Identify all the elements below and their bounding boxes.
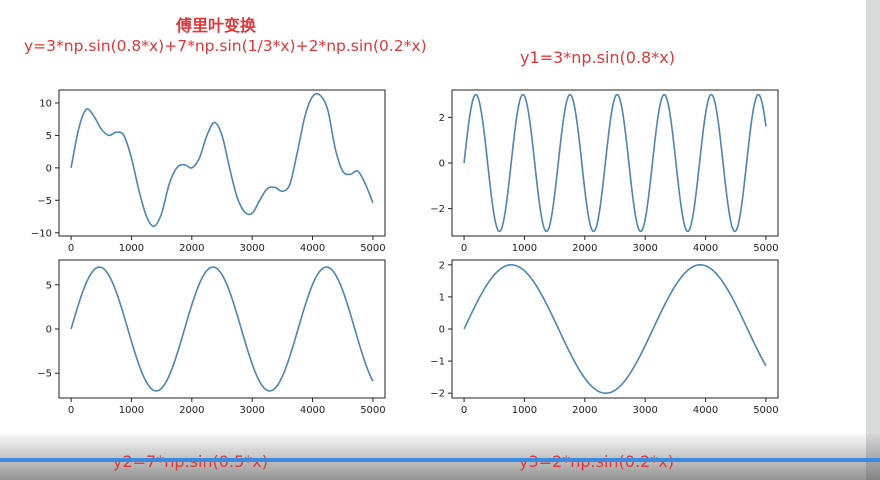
plot-frame [451, 259, 779, 399]
formula-y1-annotation: y1=3*np.sin(0.8*x) [520, 48, 675, 67]
x-tick-label: 2000 [179, 405, 204, 416]
y-tick-label: 0 [439, 325, 445, 336]
y-tick-label: −2 [430, 204, 445, 215]
y-tick-label: −1 [430, 357, 445, 368]
chart-panel-2: 0 1000 2000 3000 4000 5000 −2 0 2 [430, 89, 779, 254]
y-tick-label: −5 [37, 196, 52, 207]
x-tick-label: 1000 [512, 405, 537, 416]
x-tick-label: 4000 [300, 405, 325, 416]
x-tick-label: 2000 [179, 243, 204, 254]
x-tick-label: 5000 [753, 405, 778, 416]
series-line [463, 264, 767, 394]
y-tick-label: 5 [46, 280, 52, 291]
x-tick-label: 0 [461, 405, 467, 416]
x-tick-label: 5000 [753, 243, 778, 254]
x-tick-label: 1000 [119, 405, 144, 416]
video-controls-overlay [0, 434, 880, 480]
formula-main-annotation: y=3*np.sin(0.8*x)+7*np.sin(1/3*x)+2*np.s… [24, 37, 427, 55]
x-tick-label: 0 [68, 243, 74, 254]
y-tick-label: 0 [46, 325, 52, 336]
video-progress-bar[interactable] [0, 458, 880, 462]
x-tick-label: 0 [461, 243, 467, 254]
x-tick-label: 3000 [239, 405, 264, 416]
y-tick-label: 2 [439, 113, 445, 124]
series-line [70, 92, 374, 228]
y-tick-label: 0 [439, 159, 445, 170]
y-tick-label: 0 [46, 163, 52, 174]
series-line [70, 266, 374, 392]
x-tick-label: 2000 [572, 405, 597, 416]
y-tick-label: −5 [37, 369, 52, 380]
chart-panel-1: 0 1000 2000 3000 4000 5000 −10 −5 0 5 10 [31, 89, 386, 254]
x-tick-label: 3000 [632, 243, 657, 254]
x-tick-label: 0 [68, 405, 74, 416]
x-tick-label: 1000 [119, 243, 144, 254]
y-tick-label: 5 [46, 131, 52, 142]
chart-panel-3: 0 1000 2000 3000 4000 5000 −5 0 5 [37, 259, 386, 416]
plot-frame [58, 259, 386, 399]
series-line [463, 93, 767, 233]
y-tick-label: 1 [439, 292, 445, 303]
x-tick-label: 3000 [239, 243, 264, 254]
x-tick-label: 4000 [300, 243, 325, 254]
x-tick-label: 4000 [693, 243, 718, 254]
chart-panel-4: 0 1000 2000 3000 4000 5000 −2 −1 0 1 2 [430, 259, 779, 416]
x-tick-label: 5000 [360, 243, 385, 254]
plot-frame [58, 89, 386, 237]
x-tick-label: 2000 [572, 243, 597, 254]
y-tick-label: 2 [439, 260, 445, 271]
y-tick-label: −2 [430, 389, 445, 400]
x-tick-label: 5000 [360, 405, 385, 416]
chart-title-annotation: 傅里叶变换 [176, 16, 257, 35]
window-frame-edge [866, 0, 880, 480]
x-tick-label: 3000 [632, 405, 657, 416]
x-tick-label: 1000 [512, 243, 537, 254]
x-tick-label: 4000 [693, 405, 718, 416]
y-tick-label: 10 [39, 98, 52, 109]
y-tick-label: −10 [31, 228, 52, 239]
video-progress-fill [0, 458, 880, 462]
